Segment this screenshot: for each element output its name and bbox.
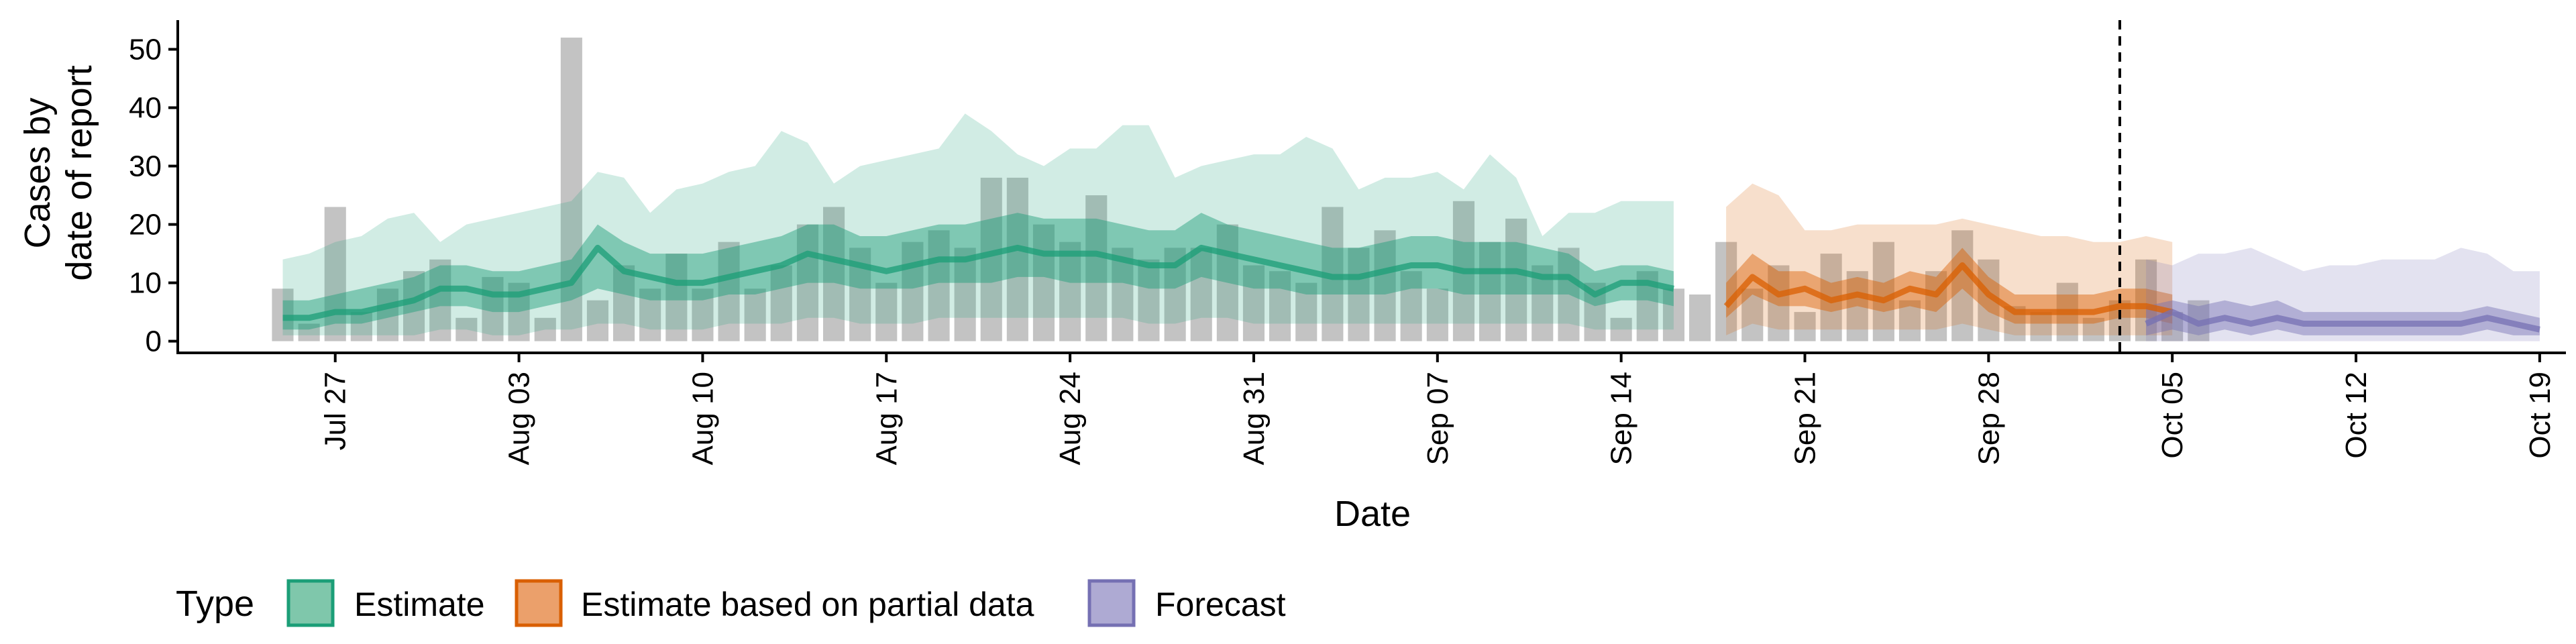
case-bar <box>1006 177 1028 341</box>
case-bar <box>298 323 320 341</box>
x-tick-label: Aug 24 <box>1054 372 1087 465</box>
case-bar <box>1190 248 1212 341</box>
case-bar <box>980 177 1002 341</box>
case-bar <box>770 265 792 341</box>
estimate-band-50 <box>282 213 1674 330</box>
x-tick-label: Jul 27 <box>319 372 352 450</box>
case-bar <box>1059 241 1081 341</box>
y-tick-label: 50 <box>129 34 162 66</box>
case-bar <box>902 241 924 341</box>
estimate-median-line <box>282 244 1674 321</box>
case-bar <box>1898 300 1921 341</box>
case-bar <box>2030 312 2052 341</box>
x-tick-label: Sep 14 <box>1605 372 1638 465</box>
case-bar <box>2082 317 2104 341</box>
y-tick-label: 0 <box>146 325 162 358</box>
bands-layer <box>282 113 2540 341</box>
case-bar <box>534 317 556 341</box>
case-bar <box>718 241 740 341</box>
estimate-based-on-partial-data-median-line <box>1723 262 2174 315</box>
case-bar <box>1348 248 1370 341</box>
case-bar <box>482 276 504 341</box>
case-bar <box>744 288 766 341</box>
y-tick-label: 20 <box>129 209 162 241</box>
legend: Type Estimate Estimate based on partial … <box>176 579 1286 627</box>
legend-label-partial: Estimate based on partial data <box>581 586 1034 623</box>
case-bar <box>639 288 661 341</box>
case-bar <box>560 38 582 341</box>
case-bar <box>1505 218 1527 341</box>
x-tick-label: Aug 10 <box>686 372 719 465</box>
x-axis-label: Date <box>1334 494 1411 534</box>
case-bar <box>1662 288 1684 341</box>
case-bar <box>823 207 845 341</box>
y-tick-label: 40 <box>129 92 162 125</box>
legend-swatch-partial <box>515 579 563 627</box>
case-bar <box>954 248 976 341</box>
forecast-median-line <box>2145 309 2540 333</box>
case-bar <box>1216 224 1238 341</box>
case-bar <box>1610 317 1632 341</box>
y-tick-label: 30 <box>129 150 162 183</box>
case-bar <box>1741 288 1764 341</box>
forecast-band-90 <box>2146 248 2540 341</box>
case-bar <box>429 259 451 341</box>
case-bar <box>1794 312 1816 341</box>
case-bar <box>1242 265 1265 341</box>
case-bar <box>875 282 898 341</box>
legend-label-forecast: Forecast <box>1155 586 1286 623</box>
case-bar <box>1374 230 1396 341</box>
case-bar <box>1426 288 1448 341</box>
y-axis-ticks: 0 10 20 30 40 50 <box>129 34 178 358</box>
estimate-based-on-partial-data-band-50 <box>1726 248 2173 324</box>
x-tick-label: Oct 05 <box>2156 372 2189 459</box>
x-tick-label: Aug 03 <box>503 372 536 465</box>
case-bar <box>1715 241 1737 341</box>
case-bar <box>2135 259 2157 341</box>
x-tick-label: Aug 17 <box>870 372 903 465</box>
x-tick-label: Aug 31 <box>1238 372 1271 465</box>
case-bar <box>1689 294 1711 341</box>
case-bar <box>1872 241 1894 341</box>
case-bar <box>1846 271 1868 341</box>
legend-swatch-forecast <box>1087 579 1136 627</box>
x-tick-label: Sep 21 <box>1789 372 1822 465</box>
x-tick-label: Oct 19 <box>2524 372 2557 459</box>
x-tick-label: Oct 12 <box>2340 372 2373 459</box>
estimate-band-90 <box>282 113 1674 335</box>
case-bar <box>1269 271 1291 341</box>
case-bar <box>1479 241 1501 341</box>
case-bar <box>350 312 372 341</box>
lines-layer <box>282 244 2540 333</box>
legend-label-estimate: Estimate <box>354 586 485 623</box>
x-tick-label: Sep 07 <box>1421 372 1454 465</box>
y-axis-label-line-1: Cases by <box>17 97 58 248</box>
case-bar <box>796 224 818 341</box>
case-bar <box>665 254 688 341</box>
x-tick-label: Sep 28 <box>1972 372 2005 465</box>
case-bar <box>455 317 478 341</box>
case-bar <box>928 230 950 341</box>
case-bar <box>1558 248 1580 341</box>
case-bar <box>1138 259 1160 341</box>
case-bar <box>1400 271 1422 341</box>
case-bar <box>586 300 608 341</box>
case-bar <box>613 265 635 341</box>
case-bar <box>403 271 425 341</box>
x-axis-ticks: Jul 27 Aug 03 Aug 10 Aug 17 Aug 24 Aug 31 Sep … <box>319 353 2557 465</box>
case-bar <box>1032 224 1055 341</box>
case-bar <box>1951 230 1974 341</box>
case-bar <box>1768 265 1790 341</box>
legend-swatch-estimate <box>286 579 335 627</box>
y-axis-label-line-2: date of report <box>59 65 99 280</box>
case-bar <box>376 288 398 341</box>
legend-title: Type <box>176 584 254 624</box>
case-bar <box>1085 195 1108 341</box>
case-bar <box>692 288 714 341</box>
y-tick-label: 10 <box>129 267 162 300</box>
case-bar <box>324 207 346 341</box>
case-bar <box>1295 282 1318 341</box>
